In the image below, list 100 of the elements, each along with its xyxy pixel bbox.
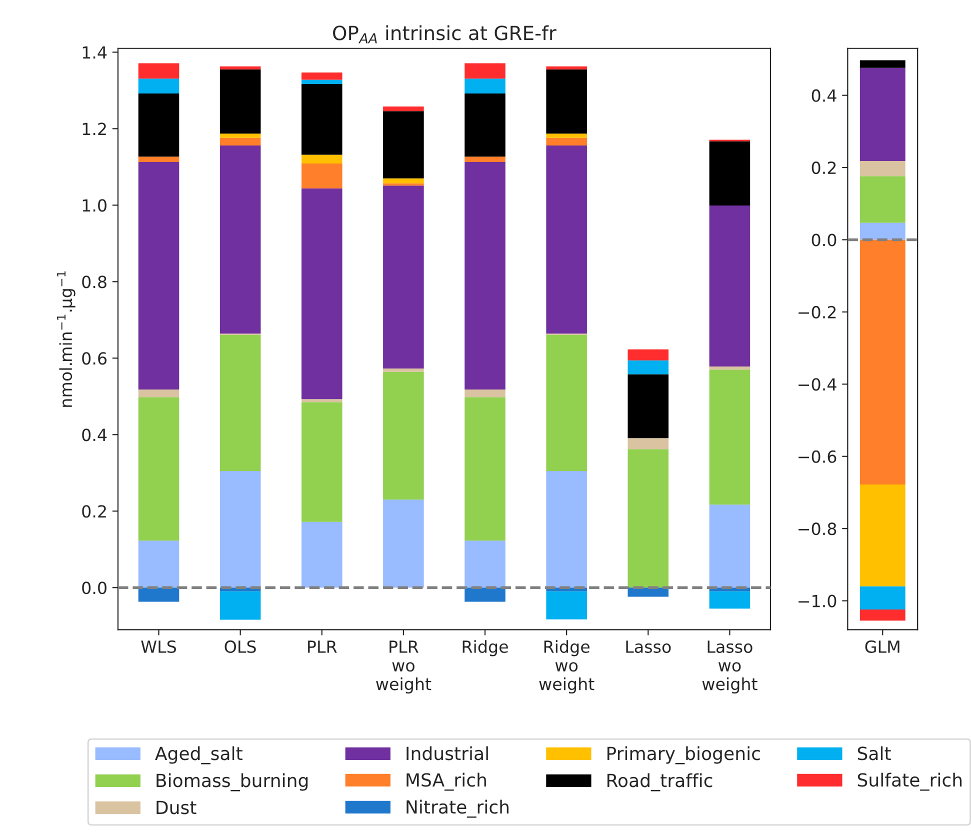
y-tick-label: 0.4 <box>812 89 836 102</box>
legend-label: Biomass_burning <box>156 773 308 792</box>
y-tick-label: 0.2 <box>82 505 106 518</box>
bar <box>220 334 261 471</box>
x-tick-label: WLS <box>141 640 176 653</box>
bar <box>301 163 342 188</box>
y-tick-label: 0.0 <box>812 234 836 246</box>
y-tick-label: −0.8 <box>798 522 836 536</box>
bar <box>860 60 906 68</box>
bar <box>628 438 669 450</box>
bar <box>301 522 342 588</box>
legend-label: Road_traffic <box>607 773 712 792</box>
bar <box>138 94 180 157</box>
bar <box>220 134 261 138</box>
bar <box>546 69 587 134</box>
bar <box>301 84 342 155</box>
bar <box>138 540 180 588</box>
bar <box>138 588 180 602</box>
y-tick-label: 1.4 <box>82 46 107 59</box>
x-tick-label: GLM <box>865 640 900 653</box>
bar <box>383 186 424 368</box>
legend-label: Industrial <box>406 746 488 760</box>
bar <box>220 591 261 620</box>
bar <box>464 94 506 157</box>
bar <box>546 591 587 620</box>
y-tick-label: −0.4 <box>798 378 836 391</box>
bar <box>138 63 180 79</box>
bar <box>301 188 342 400</box>
bar <box>546 470 587 588</box>
x-tick-label: Ridge <box>462 640 508 656</box>
bar <box>383 368 424 372</box>
bar <box>860 161 906 176</box>
x-tick-label: PLR wo weight <box>376 640 432 694</box>
y-tick-label: −0.2 <box>798 306 836 319</box>
bar <box>709 370 750 505</box>
bar <box>709 206 750 367</box>
bar <box>383 111 424 178</box>
bar <box>464 540 506 588</box>
bar <box>220 138 261 146</box>
legend-label: Dust <box>156 800 196 814</box>
bar <box>546 138 587 146</box>
bar <box>628 374 669 438</box>
x-tick-label: OLS <box>224 640 256 653</box>
bar <box>860 176 906 223</box>
y-tick-label: 1.2 <box>82 122 106 136</box>
legend-label: MSA_rich <box>406 772 486 791</box>
y-tick-label: 0.2 <box>812 161 836 174</box>
legend-label: Salt <box>858 746 891 760</box>
bar <box>709 141 750 206</box>
bar <box>383 178 424 184</box>
legend-label: Primary_biogenic <box>607 746 760 764</box>
bar <box>138 397 180 541</box>
y-axis-title: nmol.min$^{−1}$.µg$^{−1}$ <box>57 271 76 407</box>
bar <box>464 78 506 94</box>
bar <box>383 372 424 500</box>
bar <box>138 78 180 94</box>
x-tick-label: Lasso wo weight <box>702 640 758 694</box>
y-tick-label: 0.6 <box>82 352 107 365</box>
bar <box>138 162 180 390</box>
y-tick-label: 0.0 <box>82 582 106 594</box>
bar <box>220 146 261 334</box>
bar <box>860 68 906 162</box>
bar <box>220 470 261 588</box>
bar <box>464 63 506 79</box>
y-tick-label: 0.8 <box>82 276 106 288</box>
bar <box>301 72 342 80</box>
bar <box>138 156 180 162</box>
bar <box>546 334 587 471</box>
chart-title: OP$_{AA}$ intrinsic at GRE-fr <box>333 25 556 44</box>
x-tick-label: Ridge wo weight <box>539 640 594 694</box>
bar <box>301 399 342 402</box>
y-tick-label: −1.0 <box>798 594 836 608</box>
bar <box>301 402 342 522</box>
bar <box>860 586 906 610</box>
bar <box>546 134 587 138</box>
bar <box>860 240 906 485</box>
legend-label: Sulfate_rich <box>858 772 962 791</box>
bar <box>464 588 506 602</box>
bar <box>860 484 906 586</box>
x-tick-label: Lasso <box>626 640 671 653</box>
y-tick-label: 0.4 <box>82 428 107 442</box>
bar <box>628 360 669 374</box>
bar <box>628 349 669 360</box>
bar <box>301 80 342 84</box>
bar <box>709 504 750 588</box>
bar <box>138 390 180 398</box>
bar <box>383 106 424 112</box>
bar <box>220 69 261 134</box>
bar <box>464 162 506 390</box>
bar <box>546 66 587 70</box>
bar <box>383 500 424 588</box>
bar <box>220 66 261 70</box>
bar <box>709 366 750 370</box>
x-tick-label: PLR <box>308 640 337 653</box>
bar <box>464 156 506 162</box>
bar <box>628 449 669 588</box>
bar <box>464 397 506 541</box>
bar <box>464 390 506 398</box>
bar <box>546 146 587 334</box>
legend-label: Nitrate_rich <box>406 800 508 818</box>
